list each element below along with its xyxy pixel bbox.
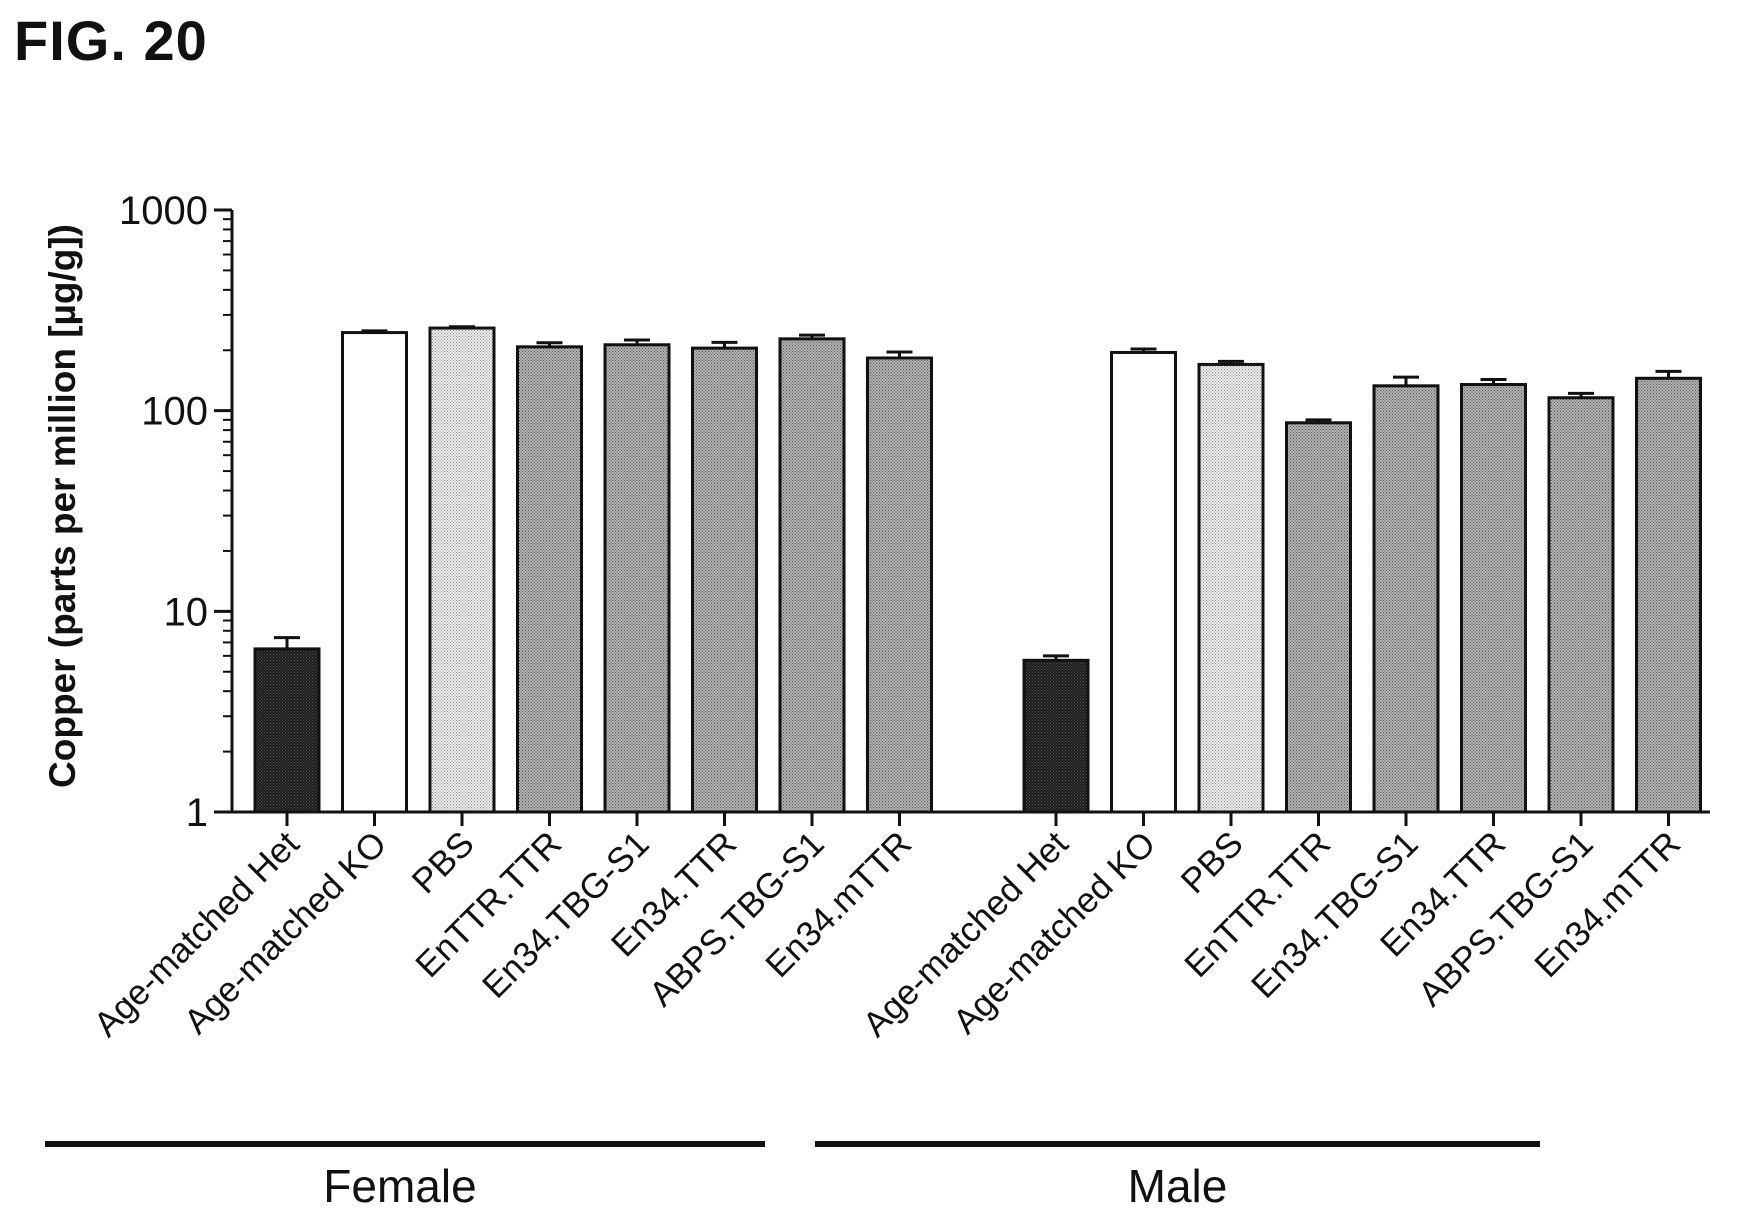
bar (341, 331, 408, 814)
bar (778, 337, 846, 814)
bar (1547, 396, 1615, 814)
bar (866, 356, 933, 814)
bar (428, 326, 496, 814)
figure-title: FIG. 20 (14, 9, 208, 72)
y-axis: 1 10 100 1000 (119, 189, 234, 835)
bar (1022, 658, 1090, 814)
bar (516, 345, 583, 814)
bar (603, 343, 671, 814)
bar (1635, 376, 1702, 814)
bar (1372, 384, 1440, 814)
group-labels: Female Male (45, 1141, 1540, 1212)
bar (253, 647, 321, 814)
bars-layer (232, 325, 1710, 826)
bar (1197, 362, 1265, 814)
bar (691, 346, 758, 814)
group-label: Female (323, 1160, 476, 1212)
y-tick-label: 1 (186, 791, 208, 835)
bar (1460, 383, 1527, 814)
group-label: Male (1128, 1160, 1228, 1212)
bar (1285, 421, 1352, 814)
y-tick-label: 100 (141, 390, 208, 434)
x-tick-label: PBS (405, 824, 482, 901)
y-axis-label: Copper (parts per million [µg/g]) (42, 224, 83, 788)
y-tick-label: 10 (164, 590, 209, 634)
x-tick-label: PBS (1174, 824, 1251, 901)
bar (1110, 350, 1177, 814)
y-tick-label: 1000 (119, 189, 208, 233)
